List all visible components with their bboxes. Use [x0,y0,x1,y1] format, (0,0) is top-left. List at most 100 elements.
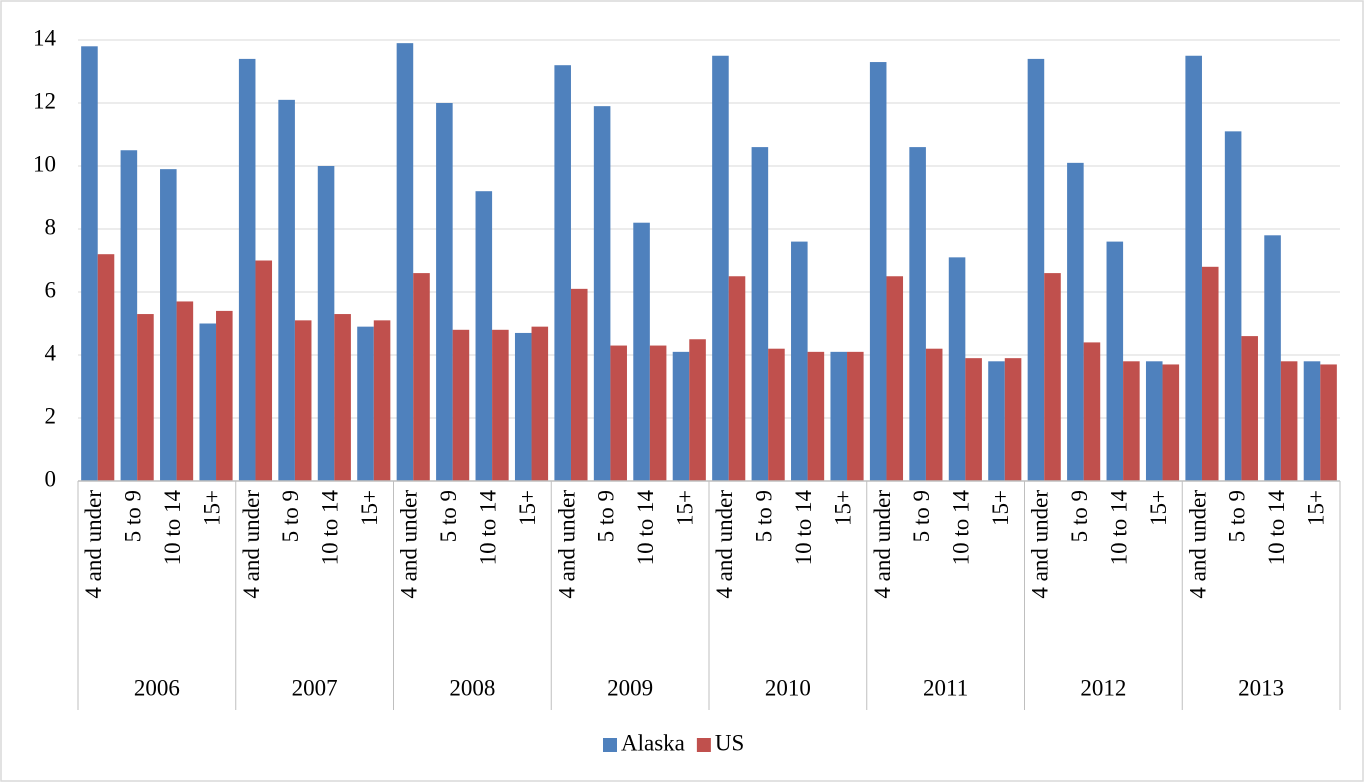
bar [81,46,98,482]
y-tick-label: 12 [33,88,56,113]
bar [436,103,453,481]
bar [1320,364,1337,481]
x-tick-label: 10 to 14 [791,490,816,566]
x-tick-label: 5 to 9 [1067,490,1092,542]
bar [886,276,904,481]
bar [1044,273,1061,481]
bar [531,326,549,481]
bar [1067,162,1084,481]
bar [120,150,138,481]
y-tick-label: 8 [45,214,57,239]
x-tick-label: 10 to 14 [949,490,974,566]
bar [1027,58,1045,482]
x-tick-label: 10 to 14 [160,490,185,566]
bar [1106,241,1124,481]
bar [1241,336,1258,481]
bar [334,314,351,481]
x-tick-label: 10 to 14 [633,490,658,566]
y-tick-label: 10 [33,151,56,176]
y-tick-label: 0 [45,466,57,491]
bar [1162,364,1180,481]
x-tick-label: 4 and under [81,490,106,599]
x-tick-label: 5 to 9 [120,490,145,542]
bar [570,288,588,481]
group-label: 2012 [1080,675,1126,700]
bar [1185,55,1202,481]
group-label: 2010 [765,675,811,700]
bar [649,345,667,481]
bar [791,241,808,481]
group-label: 2008 [449,675,495,700]
group-label: 2006 [134,675,180,700]
x-tick-label: 15+ [357,490,382,526]
bar [672,351,690,481]
bar [396,43,414,482]
bar [1004,358,1022,481]
x-tick-label: 5 to 9 [436,490,461,542]
bar [988,361,1005,481]
y-tick-label: 2 [45,403,57,428]
bar [294,320,312,481]
x-tick-label: 5 to 9 [909,490,934,542]
group-label: 2009 [607,675,653,700]
bar [847,351,864,481]
bar [869,62,887,482]
legend-label: Alaska [621,730,685,755]
bar [948,257,966,481]
x-tick-label: 15+ [988,490,1013,526]
bar [373,320,391,481]
bar [1224,131,1242,481]
x-tick-label: 15+ [199,490,224,526]
bar [492,329,509,481]
x-tick-label: 15+ [673,490,698,526]
bar [1123,361,1140,481]
x-tick-label: 15+ [515,490,540,526]
x-tick-label: 4 and under [554,490,579,599]
bar [751,147,769,481]
bar [160,169,177,481]
legend-label: US [715,730,744,755]
x-tick-label: 15+ [1304,490,1329,526]
bar [199,323,217,481]
bar [1201,266,1219,481]
bar [238,58,256,482]
bar [514,332,532,481]
bar [830,351,848,481]
x-tick-label: 5 to 9 [594,490,619,542]
bar [452,329,470,481]
bar [1303,361,1321,481]
bar [712,55,729,481]
bar [633,222,650,481]
bar [807,351,825,481]
x-tick-label: 15+ [830,490,855,526]
x-tick-label: 4 and under [397,490,422,599]
x-tick-label: 10 to 14 [1264,490,1289,566]
x-tick-label: 4 and under [1185,490,1210,599]
bar [1083,342,1101,481]
bar [97,254,115,481]
x-tick-label: 10 to 14 [1106,490,1131,566]
bar [357,326,374,481]
bar [216,310,233,481]
bar [413,273,430,481]
bar [728,276,746,481]
y-tick-label: 14 [33,25,57,50]
x-tick-label: 10 to 14 [318,490,343,566]
x-tick-label: 4 and under [712,490,737,599]
bar [255,260,273,481]
bar [317,166,335,481]
bar [965,358,982,481]
group-label: 2013 [1238,675,1284,700]
bar [768,348,785,481]
bar [909,147,926,481]
group-label: 2007 [292,675,338,700]
legend-swatch [696,738,711,752]
bar [1264,235,1281,481]
bar [1280,361,1298,481]
x-tick-label: 5 to 9 [278,490,303,542]
x-tick-label: 4 and under [870,490,895,599]
x-tick-label: 5 to 9 [751,490,776,542]
bar [593,106,611,482]
x-tick-label: 5 to 9 [1225,490,1250,542]
